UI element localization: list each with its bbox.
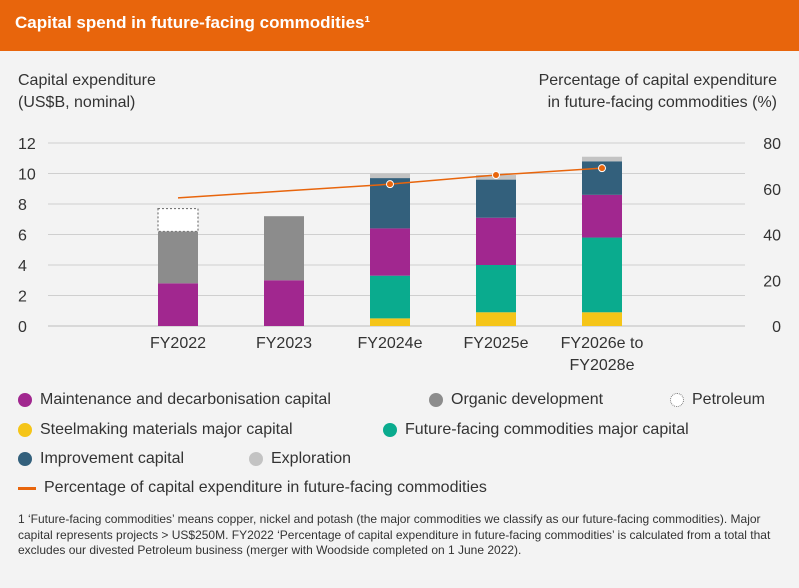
y-left-tick-label: 6 (18, 228, 27, 245)
percentage-point (492, 171, 500, 180)
x-tick-label: FY2024e (358, 335, 423, 352)
y-right-tick-label: 20 (763, 273, 781, 290)
bar-segment (582, 156, 622, 162)
x-tick-label: FY2028e (570, 357, 635, 374)
bar-segment (582, 237, 622, 313)
chart-title: Capital spend in future-facing commoditi… (15, 13, 371, 32)
bar-segment (158, 283, 198, 326)
bar-segment (370, 275, 410, 319)
chart-header: Capital spend in future-facing commoditi… (0, 0, 799, 51)
y-right-tick-label: 60 (763, 182, 781, 199)
bar-segment (370, 318, 410, 326)
bar-segment (370, 173, 410, 179)
bar-segment (158, 231, 198, 284)
percentage-point (386, 180, 394, 189)
left-axis-title-line2: (US$B, nominal) (18, 94, 136, 111)
bar-segment (476, 265, 516, 313)
y-right-tick-label: 80 (763, 136, 781, 153)
y-left-tick-label: 0 (18, 319, 27, 336)
x-tick-label: FY2023 (256, 335, 312, 352)
y-left-tick-label: 8 (18, 197, 27, 214)
bar-segment (582, 312, 622, 326)
bar-segment (157, 207, 199, 233)
right-axis-title-line2: in future-facing commodities (%) (547, 94, 777, 111)
percentage-point (598, 164, 606, 173)
x-tick-label: FY2026e to (561, 335, 644, 352)
y-right-tick-label: 0 (772, 319, 781, 336)
x-tick-label: FY2025e (464, 335, 529, 352)
bar-segment (582, 194, 622, 238)
right-axis-title: Percentage of capital expenditure in fut… (539, 70, 777, 114)
bar-segment (370, 228, 410, 276)
y-left-tick-label: 10 (18, 167, 36, 184)
left-axis-title-line1: Capital expenditure (18, 72, 156, 89)
x-tick-label: FY2022 (150, 335, 206, 352)
bar-segment (476, 217, 516, 265)
y-left-tick-label: 12 (18, 136, 36, 153)
bar-segment (264, 280, 304, 326)
right-axis-title-line1: Percentage of capital expenditure (538, 72, 777, 89)
y-left-tick-label: 4 (18, 258, 27, 275)
bar-segment (476, 179, 516, 218)
left-axis-title: Capital expenditure (US$B, nominal) (18, 70, 156, 114)
footnote: 1 ‘Future-facing commodities’ means copp… (18, 512, 771, 557)
bar-segment (264, 216, 304, 281)
bar-segment (476, 312, 516, 326)
y-left-tick-label: 2 (18, 289, 27, 306)
y-right-tick-label: 40 (763, 228, 781, 245)
